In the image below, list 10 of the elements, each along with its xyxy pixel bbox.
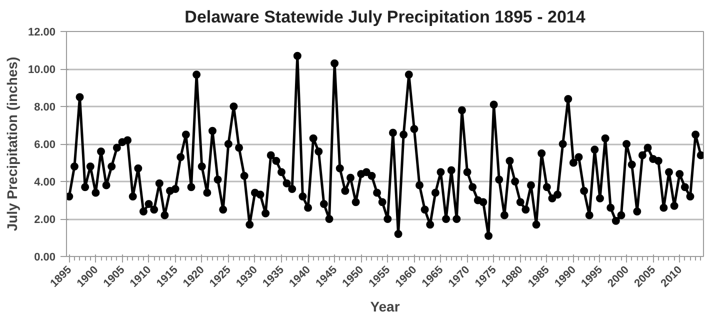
y-tick-label: 6.00 — [34, 139, 56, 151]
x-axis-title: Year — [370, 298, 400, 314]
y-tick-label: 8.00 — [34, 102, 56, 114]
y-tick-label: 12.00 — [28, 26, 56, 38]
y-tick-label: 0.00 — [34, 252, 56, 264]
y-tick-label: 10.00 — [28, 64, 56, 76]
chart-title: Delaware Statewide July Precipitation 1895 - 2014 — [184, 8, 586, 26]
y-axis-title: July Precipitation (inches) — [4, 56, 20, 232]
y-tick-label: 4.00 — [34, 176, 56, 188]
y-tick-label: 2.00 — [34, 214, 56, 226]
